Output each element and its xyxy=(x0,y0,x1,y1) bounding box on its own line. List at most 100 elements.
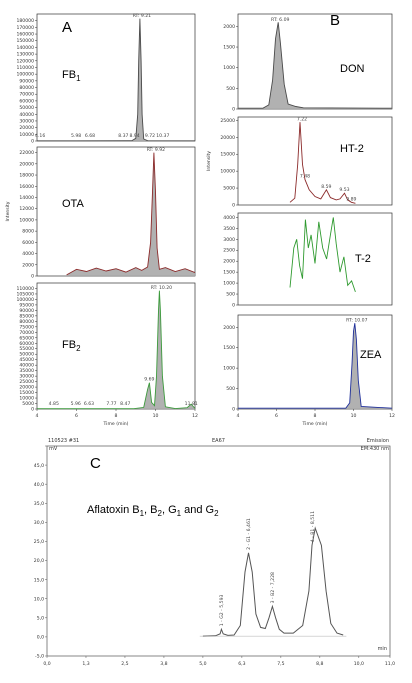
peak-annotation: 8.47 xyxy=(120,401,130,407)
retention-time-label: RT: 9.21 xyxy=(133,13,151,19)
y-tick-label: 2500 xyxy=(223,248,235,254)
y-tick-label: 100000 xyxy=(16,72,34,78)
compound-label-main: T-2 xyxy=(355,253,371,265)
plot-frame xyxy=(36,282,196,410)
y-tick-label: 10000 xyxy=(19,132,34,138)
peak-annotation: 6.68 xyxy=(85,133,95,139)
y-tick-label: 3000 xyxy=(223,237,235,243)
y-tick-label: 105000 xyxy=(16,291,34,297)
y-tick-label: 2000 xyxy=(223,24,235,30)
y-tick-label: 70000 xyxy=(19,92,34,98)
y-tick-label: 15000 xyxy=(19,390,34,396)
y-tick-label: 170000 xyxy=(16,25,34,31)
plot-frame xyxy=(237,314,393,410)
y-tick-label: 2000 xyxy=(22,262,34,268)
y-tick-label: 110000 xyxy=(16,65,34,71)
detector-mode: Emission xyxy=(367,438,389,444)
peak-annotation: 11.81 xyxy=(185,401,198,407)
compound-label: OTA xyxy=(62,198,84,210)
y-tick-label: 8000 xyxy=(22,229,34,235)
y-tick-label: 0 xyxy=(31,274,34,280)
y-tick-label: 5000 xyxy=(223,186,235,192)
y-tick-label: 65000 xyxy=(19,335,34,341)
x-tick-label: 1,3 xyxy=(82,661,89,667)
panel-a-charts: 0100002000030000400005000060000700008000… xyxy=(5,13,198,427)
emission-wavelength: EM:430 nm xyxy=(361,446,389,452)
chromatogram-t-2: 0 500 1000 1500 2000 2500 3000 3500 4000 T-2 xyxy=(223,212,393,309)
x-tick-label: 4 xyxy=(237,413,240,419)
peak-label: 1 - G2 - 5,593 xyxy=(219,594,225,626)
panel-label-c: C xyxy=(90,455,101,472)
retention-time-label: RT: 10.07 xyxy=(346,318,367,324)
peak-annotation: 7.48 xyxy=(300,174,310,180)
peak-label: 2 - G1 - 6,461 xyxy=(246,518,252,550)
compound-label-subscript: 1 xyxy=(76,74,81,83)
title-subscript: 2 xyxy=(158,509,163,518)
chromatogram-ota: 0 2000 4000 6000 8000 10000 12000 14000 16000 180… xyxy=(5,146,196,280)
compound-label: T-2 xyxy=(355,253,371,265)
x-tick-label: 6 xyxy=(275,413,278,419)
x-tick-label: 8 xyxy=(314,413,317,419)
compound-label-subscript: 2 xyxy=(76,344,81,353)
y-tick-label: 25000 xyxy=(220,118,235,124)
y-tick-label: 20000 xyxy=(19,125,34,131)
y-tick-label: 2000 xyxy=(223,325,235,331)
title-text: and G xyxy=(181,504,214,516)
y-tick-label: 60000 xyxy=(19,341,34,347)
peak-annotation: 5.96 xyxy=(71,401,81,407)
peak-label: 3 - B2 - 7,228 xyxy=(270,572,276,603)
x-tick-label: 12 xyxy=(389,413,395,419)
chromatogram-ht-2: 0 5000 10000 15000 20000 25000 Intensity 7.22 7.… xyxy=(206,117,393,209)
compound-label: DON xyxy=(340,63,365,75)
peak-annotation: 4.85 xyxy=(49,401,59,407)
x-tick-label: 6 xyxy=(75,413,78,419)
y-axis-label: Intensity xyxy=(206,151,212,171)
y-tick-label: 60000 xyxy=(19,98,34,104)
y-tick-label: 85000 xyxy=(19,313,34,319)
title-text: , B xyxy=(144,504,157,516)
y-tick-label: 2000 xyxy=(223,259,235,265)
y-tick-label: 1000 xyxy=(223,366,235,372)
peak-annotation: 9.89 xyxy=(346,196,356,202)
y-tick-label: 14000 xyxy=(19,195,34,201)
series-line xyxy=(66,152,196,276)
run-id: 110523 #31 xyxy=(48,438,79,444)
y-tick-label: 1500 xyxy=(223,345,235,351)
y-tick-label: 50000 xyxy=(19,105,34,111)
y-tick-label: 0 xyxy=(31,407,34,413)
y-tick-label: 3500 xyxy=(223,226,235,232)
y-tick-label: 100000 xyxy=(16,297,34,303)
x-tick-label: 10 xyxy=(153,413,159,419)
compound-label-main: FB xyxy=(62,69,76,81)
retention-time-label: RT: 6.09 xyxy=(271,17,289,23)
y-tick-label: 130000 xyxy=(16,52,34,58)
y-tick-label: 0 xyxy=(232,203,235,209)
peak-annotation: 4.16 xyxy=(35,133,45,139)
y-tick-label: 0 xyxy=(232,407,235,413)
y-tick-label: 30000 xyxy=(19,118,34,124)
y-tick-label: 80000 xyxy=(19,319,34,325)
y-tick-label: 40000 xyxy=(19,363,34,369)
x-axis-unit: min xyxy=(378,646,387,652)
x-tick-label: 2,5 xyxy=(121,661,128,667)
y-tick-label: 35,0 xyxy=(34,501,44,507)
y-tick-label: 55000 xyxy=(19,346,34,352)
x-tick-label: 5,0 xyxy=(199,661,206,667)
y-tick-label: 10,0 xyxy=(34,596,44,602)
y-tick-label: 180000 xyxy=(16,18,34,24)
y-tick-label: 22000 xyxy=(19,150,34,156)
y-tick-label: 5000 xyxy=(22,401,34,407)
y-tick-label: 40,0 xyxy=(34,482,44,488)
x-tick-label: 11,0 xyxy=(385,661,395,667)
peak-annotation: 9.69 xyxy=(144,377,154,383)
y-tick-label: 120000 xyxy=(16,58,34,64)
panel-label-b: B xyxy=(330,12,340,29)
y-tick-label: 500 xyxy=(226,292,235,298)
compound-label: HT-2 xyxy=(340,143,364,155)
peak-area xyxy=(238,22,392,109)
x-tick-label: 10,0 xyxy=(354,661,364,667)
y-tick-label: 90000 xyxy=(19,308,34,314)
y-tick-label: 90000 xyxy=(19,78,34,84)
sample-id: EA67 xyxy=(212,438,225,444)
y-tick-label: 4000 xyxy=(22,251,34,257)
